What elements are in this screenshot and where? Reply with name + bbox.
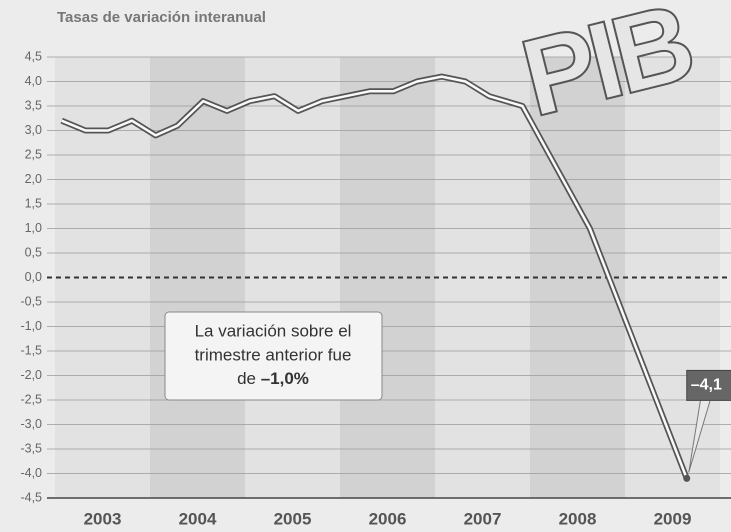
chart: Tasas de variación interanual PIB 200320… [0,0,731,532]
y-tick-label: 1,0 [25,221,42,235]
y-tick-label: 1,5 [25,196,42,210]
value-label: –4,1 [691,377,722,394]
y-tick-label: 4,5 [25,49,42,63]
y-tick-label: -1,0 [20,319,42,333]
y-tick-label: 0,5 [25,245,42,259]
chart-title: Tasas de variación interanual [57,9,266,26]
end-point [683,475,690,482]
y-tick-label: -4,0 [20,466,42,480]
x-tick-label: 2004 [179,509,217,528]
annotation-text: trimestre anterior fue [195,345,352,364]
y-tick-label: -1,5 [20,343,42,357]
annotation-text: de [237,369,256,388]
y-tick-label: -2,0 [20,368,42,382]
annotation-bold: –1,0% [261,369,309,388]
x-tick-label: 2006 [369,509,407,528]
x-tick-label: 2005 [274,509,312,528]
y-tick-label: -0,5 [20,294,42,308]
annotation-text: La variación sobre el [195,321,352,340]
y-tick-label: -3,0 [20,417,42,431]
y-tick-label: -4,5 [20,490,42,504]
annotation-text: de –1,0% [237,369,309,388]
year-bands [55,57,720,498]
x-tick-label: 2003 [84,509,122,528]
y-tick-label: 2,5 [25,147,42,161]
y-tick-label: -3,5 [20,441,42,455]
y-tick-label: -2,5 [20,392,42,406]
x-tick-label: 2009 [654,509,692,528]
y-tick-label: 2,0 [25,172,42,186]
x-tick-label: 2007 [464,509,502,528]
x-tick-label: 2008 [559,509,597,528]
y-tick-label: 0,0 [25,270,42,284]
y-tick-label: 4,0 [25,74,42,88]
y-tick-label: 3,5 [25,98,42,112]
y-tick-label: 3,0 [25,123,42,137]
